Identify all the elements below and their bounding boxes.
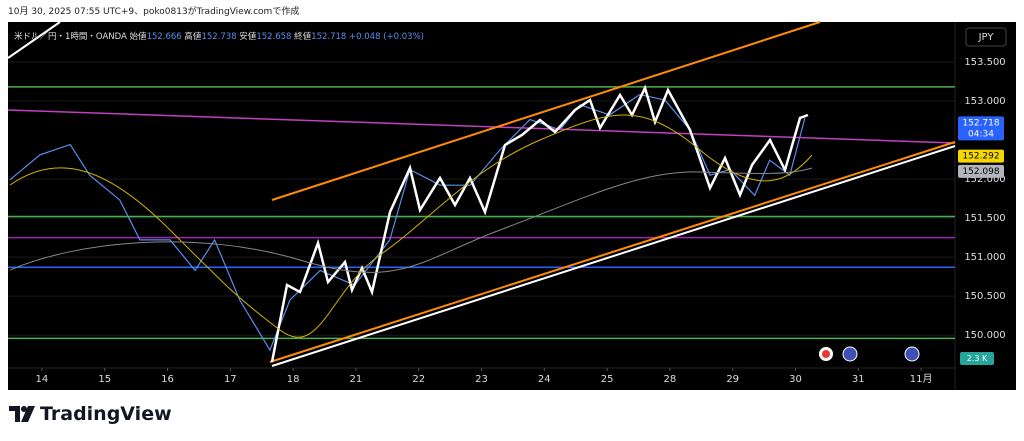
y-tick-label: 151.000 (964, 252, 1005, 263)
price-line (9, 93, 806, 352)
price-tag-label: 152.098 (962, 167, 999, 177)
price-tag (958, 149, 1004, 163)
price-tag-timer: 04:34 (968, 129, 994, 139)
change: +0.048 (+0.03%) (349, 32, 424, 42)
volume-badge (960, 352, 994, 365)
price-tag-label: 152.718 (962, 118, 999, 128)
value: 152.666 (146, 32, 182, 42)
channel-line (269, 141, 956, 363)
event-icon (822, 350, 830, 358)
x-tick-label: 25 (601, 374, 614, 385)
y-tick-label: 152.000 (964, 174, 1005, 185)
x-tick-label: 21 (350, 374, 363, 385)
label: 高値 (184, 32, 202, 42)
x-tick-label: 11月 (910, 373, 933, 385)
currency-button[interactable] (965, 27, 1007, 47)
caption: 10月 30, 2025 07:55 UTC+9、poko0813がTradin… (8, 7, 300, 17)
value: 152.658 (256, 32, 292, 42)
y-tick-label: 151.500 (964, 213, 1005, 224)
x-tick-label: 16 (161, 374, 174, 385)
x-tick-label: 14 (36, 374, 49, 385)
drawings (7, 21, 956, 367)
logo-shape (9, 406, 20, 422)
y-tick-label: 150.500 (964, 291, 1005, 302)
symbol: 米ドル／円・1時間・OANDA (14, 32, 127, 42)
currency-label: JPY (978, 32, 995, 43)
event-icon[interactable] (904, 346, 920, 362)
y-tick-label: 153.000 (964, 96, 1005, 107)
x-tick-label: 18 (287, 374, 300, 385)
event-icon[interactable] (842, 346, 858, 362)
zigzag-drawing (270, 84, 809, 363)
value: 152.718 (311, 32, 347, 42)
x-tick-label: 30 (789, 374, 802, 385)
volume-label: 2.3 K (967, 354, 988, 363)
logo-shape (21, 406, 35, 422)
y-tick-label: 153.500 (964, 57, 1005, 68)
trend-line (7, 109, 956, 144)
legend: 米ドル／円・1時間・OANDA 始値152.666 高値152.738 安値15… (14, 30, 424, 42)
x-tick-label: 22 (412, 374, 425, 385)
x-tick-label: 15 (98, 374, 111, 385)
moving-average (9, 114, 813, 338)
price-tag (958, 116, 1004, 141)
price-tag-label: 152.292 (962, 152, 999, 162)
brand: TradingView (40, 403, 172, 425)
x-tick-label: 29 (726, 374, 739, 385)
label: 安値 (239, 32, 257, 42)
x-tick-label: 31 (852, 374, 865, 385)
brand-logo (9, 406, 35, 422)
trend-line (7, 21, 61, 59)
logo-shape (21, 406, 27, 412)
x-tick-label: 24 (538, 374, 551, 385)
chart: JPY 2.3 K 150.000 150.500 151.000 151.500 15… (7, 21, 1016, 390)
price-tag (958, 164, 1004, 178)
moving-average (9, 167, 813, 273)
x-tick-label: 28 (664, 374, 677, 385)
label: 始値 (129, 32, 147, 42)
chart-background (8, 22, 1016, 390)
x-tick-label: 17 (224, 374, 237, 385)
y-tick-label: 150.000 (964, 330, 1005, 341)
x-tick-label: 23 (475, 374, 488, 385)
trend-line (271, 145, 956, 367)
channel-line (271, 21, 821, 201)
label: 終値 (294, 32, 312, 42)
value: 152.738 (201, 32, 237, 42)
